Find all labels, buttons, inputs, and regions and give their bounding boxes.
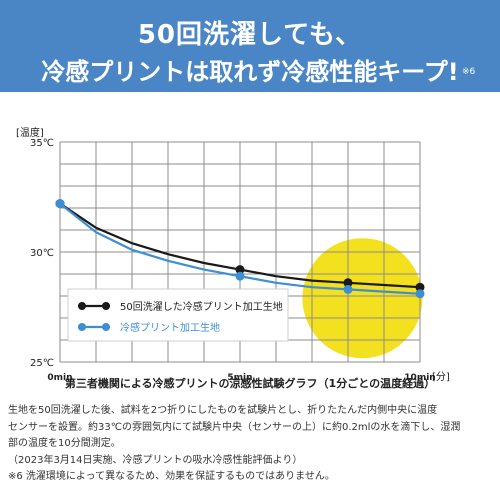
description-line: 生地を50回洗濯した後、試料を2つ折りにしたものを試験片とし、折りたたんだ内側中… (8, 405, 438, 416)
legend-label: 50回洗濯した冷感プリント加工生地 (120, 300, 283, 313)
y-tick-label: 35℃ (30, 138, 54, 149)
data-point-print (55, 199, 65, 209)
legend-box (67, 288, 289, 342)
legend-marker (78, 323, 86, 331)
highlight-circle (302, 238, 423, 359)
headline-banner: 50回洗濯しても、 冷感プリントは取れず冷感性能キープ! ※6 (0, 0, 500, 92)
legend-marker (102, 302, 110, 310)
y-tick-label: 30℃ (30, 248, 54, 259)
y-axis-label: [温度] (16, 126, 44, 139)
description-line: センサーを設置。約33℃の雰囲気内にて試験片中央（センサーの上）に約0.2mlの… (8, 421, 461, 433)
x-tick-label: 5min (227, 373, 252, 383)
x-tick-label: 0min (47, 373, 72, 383)
headline-line-2: 冷感プリントは取れず冷感性能キープ! (41, 58, 459, 86)
data-point-washed (235, 265, 245, 275)
test-description: 生地を50回洗濯した後、試料を2つ折りにしたものを試験片とし、折りたたんだ内側中… (8, 403, 496, 486)
chart-svg: 0min 5min 10min 35℃ 30℃ 25℃ [温度] [分] 50回洗濯した冷感プリ… (16, 126, 450, 383)
temperature-chart: 0min 5min 10min 35℃ 30℃ 25℃ [温度] [分] 50回洗濯した冷感プリ… (0, 92, 500, 392)
legend-marker (78, 302, 86, 310)
legend-marker (102, 323, 110, 331)
data-point-print (235, 271, 245, 281)
data-point-print (343, 284, 353, 294)
description-line: 部の温度を10分間測定。 (8, 438, 121, 449)
footnote-reference: ※6 (462, 67, 476, 77)
x-tick-label: 10min (404, 373, 435, 383)
description-line: （2023年3月14日実施、冷感プリントの吸水冷感性能評価より） (8, 454, 303, 466)
y-tick-label: 25℃ (30, 358, 54, 369)
description-line: ※6 洗濯環境によって異なるため、効果を保証するものではありません。 (8, 471, 335, 482)
data-point-washed (415, 282, 425, 292)
data-point-washed (343, 278, 353, 288)
headline-line-1: 50回洗濯しても、 (137, 20, 363, 50)
chart-caption: 第三者機関による冷感プリントの涼感性試験グラフ（1分ごとの温度経過） (64, 377, 436, 390)
x-axis-label: [分] (432, 371, 450, 383)
data-point-print (415, 289, 425, 299)
legend-label: 冷感プリント加工生地 (120, 321, 220, 334)
